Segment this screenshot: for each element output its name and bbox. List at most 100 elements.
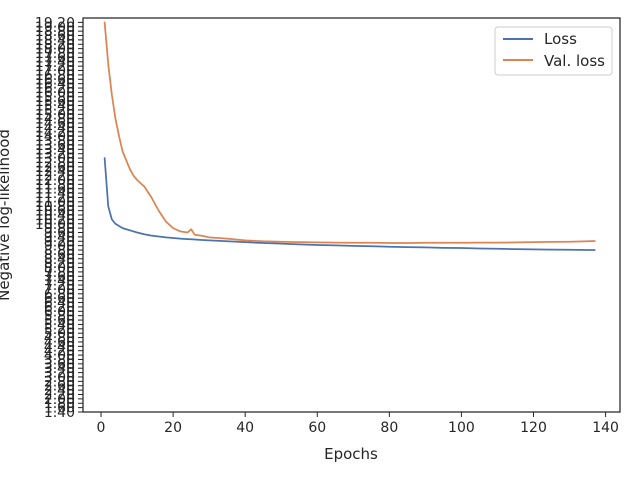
y-tick-label: 5.20 xyxy=(44,322,75,338)
y-axis-label: Negative log-likelihood xyxy=(0,129,13,301)
y-tick-label: 6.00 xyxy=(44,304,75,320)
x-tick-label: 80 xyxy=(380,420,398,436)
x-tick-label: 0 xyxy=(97,420,106,436)
y-tick-label: 19.00 xyxy=(35,20,75,36)
y-tick-label: 9.00 xyxy=(44,239,75,255)
y-axis-ticks: 1.401.601.802.002.202.402.602.803.003.20… xyxy=(35,15,83,421)
y-tick-label: 17.40 xyxy=(35,55,75,71)
y-tick-label: 1.80 xyxy=(44,396,75,412)
legend-label-loss: Loss xyxy=(544,30,577,48)
y-tick-label: 14.20 xyxy=(35,125,75,141)
y-tick-label: 8.20 xyxy=(44,256,75,272)
y-tick-label: 6.80 xyxy=(44,287,75,303)
y-tick-label: 3.60 xyxy=(44,357,75,373)
y-tick-label: 5.60 xyxy=(44,313,75,329)
legend: Loss Val. loss xyxy=(494,26,613,76)
y-tick-label: 18.00 xyxy=(35,42,75,58)
y-tick-label: 11.60 xyxy=(35,182,75,198)
x-tick-label: 100 xyxy=(448,420,475,436)
y-tick-label: 5.80 xyxy=(44,309,75,325)
y-tick-label: 13.20 xyxy=(35,147,75,163)
y-tick-label: 14.80 xyxy=(35,112,75,128)
y-tick-label: 13.60 xyxy=(35,138,75,154)
legend-label-val-loss: Val. loss xyxy=(544,52,605,70)
y-tick-label: 3.80 xyxy=(44,352,75,368)
y-tick-label: 12.40 xyxy=(35,164,75,180)
y-tick-label: 16.20 xyxy=(35,81,75,97)
y-tick-label: 13.00 xyxy=(35,151,75,167)
y-tick-label: 13.40 xyxy=(35,142,75,158)
y-tick-label: 10.20 xyxy=(35,212,75,228)
y-tick-label: 11.40 xyxy=(35,186,75,202)
y-tick-label: 4.40 xyxy=(44,339,75,355)
y-tick-label: 18.60 xyxy=(35,29,75,45)
y-tick-label: 12.60 xyxy=(35,160,75,176)
y-tick-label: 9.20 xyxy=(44,234,75,250)
x-tick-label: 120 xyxy=(520,420,547,436)
y-tick-label: 2.40 xyxy=(44,383,75,399)
y-tick-label: 5.00 xyxy=(44,326,75,342)
plot-frame xyxy=(82,17,621,413)
y-tick-label: 18.20 xyxy=(35,37,75,53)
y-tick-label: 8.60 xyxy=(44,247,75,263)
y-tick-label: 4.80 xyxy=(44,331,75,347)
x-tick-label: 20 xyxy=(164,420,182,436)
y-tick-label: 11.80 xyxy=(35,177,75,193)
y-tick-label: 8.00 xyxy=(44,261,75,277)
y-tick-label: 19.20 xyxy=(35,15,75,31)
y-tick-label: 6.40 xyxy=(44,296,75,312)
y-tick-label: 16.40 xyxy=(35,77,75,93)
x-tick-label: 140 xyxy=(592,420,619,436)
y-tick-label: 8.40 xyxy=(44,252,75,268)
y-tick-label: 14.00 xyxy=(35,129,75,145)
series-line-loss xyxy=(103,157,596,251)
y-tick-label: 15.00 xyxy=(35,107,75,123)
y-tick-label: 11.20 xyxy=(35,190,75,206)
y-tick-label: 10.00 xyxy=(35,217,75,233)
y-tick-label: 16.00 xyxy=(35,85,75,101)
y-tick-label: 3.40 xyxy=(44,361,75,377)
y-tick-label: 9.80 xyxy=(44,221,75,237)
x-axis-ticks: 0 20 40 60 80 100 120 140 xyxy=(97,412,619,436)
y-tick-label: 15.20 xyxy=(35,103,75,119)
y-tick-label: 16.60 xyxy=(35,72,75,88)
y-tick-label: 1.60 xyxy=(44,401,75,417)
y-tick-label: 11.00 xyxy=(35,195,75,211)
y-tick-label: 9.40 xyxy=(44,230,75,246)
y-tick-label: 2.60 xyxy=(44,379,75,395)
y-tick-label: 16.80 xyxy=(35,68,75,84)
y-tick-label: 7.80 xyxy=(44,265,75,281)
series-line-val-loss xyxy=(103,21,596,244)
y-tick-label: 13.80 xyxy=(35,134,75,150)
y-tick-label: 17.80 xyxy=(35,46,75,62)
y-tick-label: 2.20 xyxy=(44,387,75,403)
y-tick-label: 10.40 xyxy=(35,208,75,224)
y-tick-label: 4.00 xyxy=(44,348,75,364)
y-tick-label: 1.40 xyxy=(44,405,75,421)
x-axis-label: Epochs xyxy=(324,445,378,463)
y-tick-label: 6.60 xyxy=(44,291,75,307)
y-tick-label: 12.20 xyxy=(35,169,75,185)
y-tick-label: 4.20 xyxy=(44,344,75,360)
y-tick-label: 18.80 xyxy=(35,24,75,40)
y-tick-label: 2.80 xyxy=(44,374,75,390)
y-tick-label: 17.20 xyxy=(35,59,75,75)
y-tick-label: 3.00 xyxy=(44,370,75,386)
y-tick-label: 2.00 xyxy=(44,392,75,408)
y-tick-label: 14.60 xyxy=(35,116,75,132)
y-tick-label: 7.20 xyxy=(44,278,75,294)
y-tick-label: 17.60 xyxy=(35,50,75,66)
y-tick-label: 6.20 xyxy=(44,300,75,316)
y-tick-label: 12.00 xyxy=(35,173,75,189)
y-tick-label: 5.40 xyxy=(44,317,75,333)
y-tick-label: 15.80 xyxy=(35,90,75,106)
y-tick-label: 7.60 xyxy=(44,269,75,285)
y-tick-label: 17.00 xyxy=(35,64,75,80)
y-tick-label: 8.80 xyxy=(44,243,75,259)
y-tick-label: 10.60 xyxy=(35,204,75,220)
y-tick-label: 12.80 xyxy=(35,155,75,171)
y-tick-label: 10.80 xyxy=(35,199,75,215)
y-tick-label: 14.40 xyxy=(35,120,75,136)
y-tick-label: 7.00 xyxy=(44,282,75,298)
x-tick-label: 60 xyxy=(308,420,326,436)
